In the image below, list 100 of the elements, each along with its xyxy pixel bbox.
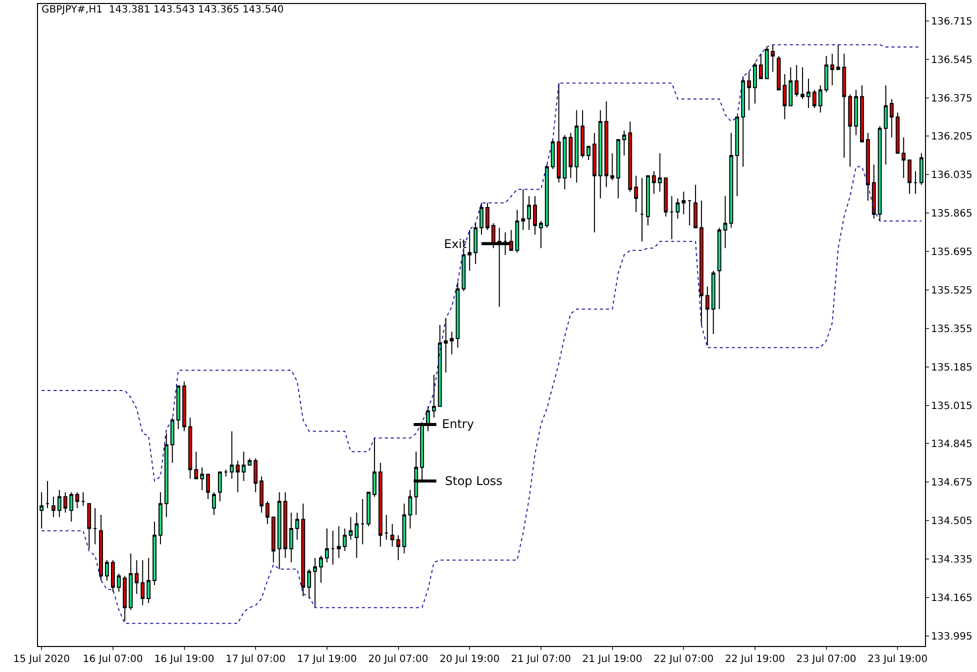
- candlestick: [860, 84, 864, 142]
- candlestick: [604, 100, 608, 188]
- candlestick: [69, 492, 74, 522]
- candlestick: [354, 512, 359, 558]
- candlestick: [134, 560, 139, 595]
- candlestick: [878, 126, 882, 222]
- candlestick: [330, 530, 335, 566]
- candlestick: [152, 521, 156, 586]
- candlestick: [40, 492, 44, 529]
- candlestick: [170, 417, 174, 464]
- candlestick: [242, 451, 246, 482]
- candlestick: [182, 381, 186, 432]
- candlestick: [336, 526, 341, 558]
- candlestick: [164, 433, 168, 518]
- candlestick: [289, 512, 294, 563]
- ref-line-label: Stop Loss: [445, 474, 502, 488]
- candlestick: [384, 514, 388, 540]
- candlestick: [301, 503, 306, 597]
- y-tick-label: 136.545: [931, 54, 972, 66]
- candlestick: [914, 170, 918, 194]
- y-tick-label: 135.865: [931, 208, 972, 220]
- candlestick: [462, 248, 466, 292]
- candlestick: [741, 76, 746, 168]
- candlestick: [818, 84, 822, 114]
- y-tick-label: 135.525: [931, 285, 972, 296]
- candlestick: [248, 458, 252, 466]
- candlestick: [122, 575, 127, 622]
- candlestick: [782, 74, 787, 120]
- line-series: [41, 166, 922, 624]
- candlestick: [676, 198, 680, 220]
- x-tick-label: 20 Jul 07:00: [368, 654, 428, 665]
- x-tick-label: 21 Jul 19:00: [582, 654, 642, 665]
- candlestick: [402, 503, 406, 554]
- candlestick: [753, 62, 757, 104]
- candlestick: [87, 503, 92, 550]
- candlestick: [788, 66, 793, 106]
- candlestick: [670, 196, 674, 240]
- candlestick: [450, 331, 454, 355]
- candlestick: [515, 209, 520, 254]
- candlestick: [866, 132, 870, 202]
- candlestick: [188, 417, 192, 480]
- candlestick: [884, 84, 888, 165]
- y-tick-label: 135.695: [931, 247, 972, 258]
- y-tick-label: 136.035: [931, 170, 972, 182]
- candlestick: [700, 200, 704, 326]
- candlestick: [456, 282, 460, 348]
- candlestick: [616, 139, 620, 199]
- y-tick-label: 134.165: [931, 592, 972, 604]
- candlestick: [366, 492, 370, 527]
- candlestick: [836, 44, 840, 70]
- y-tick-label: 135.015: [931, 400, 972, 412]
- candlestick: [640, 178, 644, 242]
- candlestick: [854, 89, 858, 136]
- candlestick: [468, 230, 472, 272]
- candlestick: [770, 44, 775, 72]
- candlestick: [438, 324, 442, 407]
- candlestick: [360, 498, 365, 545]
- candlestick: [146, 557, 151, 604]
- candlestick: [408, 490, 412, 529]
- x-tick-label: 22 Jul 07:00: [654, 654, 714, 665]
- candlestick: [75, 492, 80, 509]
- candlestick: [218, 471, 222, 502]
- candlestick: [128, 552, 133, 610]
- ref-line-label: Exit: [444, 237, 468, 251]
- candlestick: [717, 227, 722, 310]
- y-tick-label: 134.335: [931, 554, 972, 566]
- candlestick: [592, 132, 596, 233]
- candlestick: [652, 170, 656, 194]
- candlestick: [574, 110, 579, 184]
- x-tick-label: 15 Jul 2020: [13, 654, 70, 665]
- ref-line-label: Entry: [442, 417, 474, 431]
- x-tick-label: 23 Jul 19:00: [868, 654, 928, 665]
- x-tick-label: 16 Jul 19:00: [154, 654, 214, 665]
- candlestick: [902, 136, 906, 179]
- candlestick: [200, 466, 204, 491]
- y-tick-label: 133.995: [931, 631, 972, 642]
- x-tick-label: 21 Jul 07:00: [510, 654, 571, 665]
- y-tick-label: 134.845: [931, 439, 972, 450]
- candlestick: [890, 98, 894, 138]
- candlestick: [480, 202, 484, 236]
- x-tick-label: 16 Jul 07:00: [82, 654, 143, 665]
- chart-title: GBPJPY#,H1 143.381 143.543 143.365 143.540: [42, 4, 284, 16]
- candlestick: [556, 82, 561, 184]
- candlestick: [295, 512, 300, 540]
- candlestick: [908, 159, 912, 194]
- candlestick: [824, 55, 828, 93]
- candlestick: [307, 568, 312, 600]
- candlestick: [116, 573, 121, 592]
- candlestick: [682, 191, 686, 215]
- candlestick: [896, 112, 900, 154]
- candlestick: [271, 516, 276, 563]
- candlestick: [230, 430, 234, 480]
- candlestick: [568, 132, 573, 179]
- x-tick-label: 20 Jul 19:00: [440, 654, 500, 665]
- candlestick: [194, 451, 198, 480]
- candlestick: [521, 188, 526, 231]
- y-tick-label: 136.375: [931, 93, 972, 104]
- candlestick: [99, 514, 103, 581]
- candlestick: [324, 528, 329, 563]
- y-tick-label: 135.185: [931, 362, 972, 374]
